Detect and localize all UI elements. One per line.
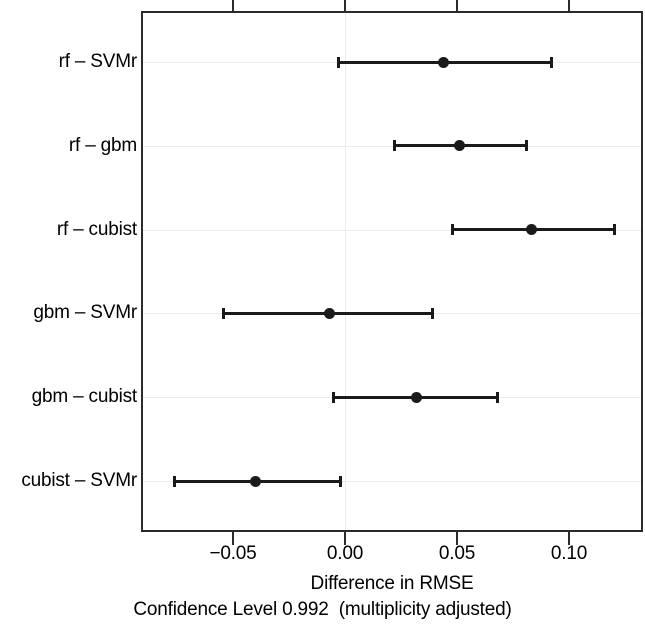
x-axis-tick-bottom [232,532,234,545]
y-axis-category-label: gbm – cubist [31,386,138,407]
ci-cap-right [496,392,499,403]
x-axis-tick-bottom [456,532,458,545]
ci-cap-left [337,57,340,68]
x-axis-tick-top [568,0,570,11]
estimate-dot [250,476,261,487]
x-axis-title: Difference in RMSE [310,573,474,594]
estimate-dot [411,392,422,403]
x-axis-tick-top [344,0,346,11]
gridline-horizontal [143,146,641,147]
x-axis-tick-label: 0.10 [550,543,588,564]
ci-cap-right [431,308,434,319]
ci-cap-left [173,476,176,487]
plot-area [141,11,643,532]
ci-cap-left [451,224,454,235]
gridline-horizontal [143,481,641,482]
estimate-dot [324,308,335,319]
y-axis-category-label: rf – gbm [68,135,137,156]
x-axis-tick-bottom [344,532,346,545]
estimate-dot [526,224,537,235]
estimate-dot [454,140,465,151]
x-axis-tick-bottom [568,532,570,545]
ci-cap-right [613,224,616,235]
ci-cap-left [222,308,225,319]
estimate-dot [438,57,449,68]
x-axis-tick-top [456,0,458,11]
ci-cap-right [525,140,528,151]
gridline-horizontal [143,230,641,231]
ci-cap-right [550,57,553,68]
x-axis-tick-label: 0.00 [326,543,364,564]
confidence-level-note: Confidence Level 0.992 (multiplicity adj… [133,599,512,620]
y-axis-category-label: rf – cubist [56,219,137,240]
x-axis-tick-label: 0.05 [438,543,476,564]
ci-cap-left [393,140,396,151]
ci-cap-right [339,476,342,487]
zero-reference-line [345,13,346,530]
ci-cap-left [332,392,335,403]
y-axis-category-label: gbm – SVMr [33,302,137,323]
y-axis-category-label: cubist – SVMr [21,470,137,491]
y-axis-category-label: rf – SVMr [58,51,138,72]
x-axis-tick-top [232,0,234,11]
x-axis-tick-label: −0.05 [209,543,257,564]
